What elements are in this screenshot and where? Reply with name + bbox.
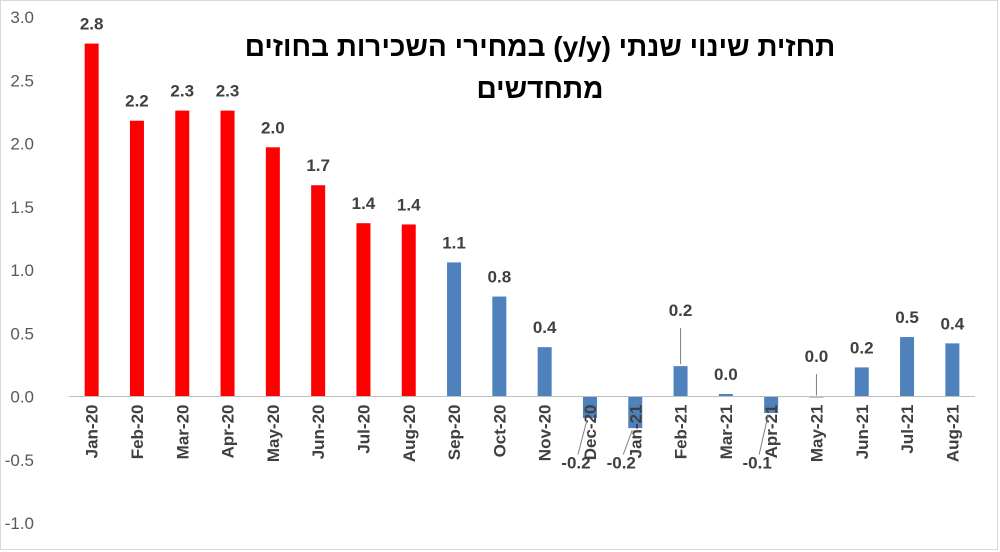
- bar: [220, 110, 235, 397]
- data-label: -0.2: [607, 454, 636, 473]
- bar: [401, 224, 416, 397]
- y-tick-label: -1.0: [5, 514, 34, 533]
- x-tick-label: Apr-21: [762, 405, 781, 459]
- data-label: 2.2: [125, 92, 149, 111]
- y-tick-label: 3.0: [10, 8, 34, 27]
- y-tick-label: 0.5: [10, 324, 34, 343]
- data-label: 0.4: [533, 318, 557, 337]
- x-tick-label: Sep-20: [445, 405, 464, 461]
- data-label: 1.7: [306, 156, 330, 175]
- data-label: 2.8: [80, 15, 104, 34]
- y-tick-label: 2.5: [10, 71, 34, 90]
- x-tick-label: Nov-20: [536, 405, 555, 462]
- bar: [945, 343, 960, 397]
- x-tick-label: May-20: [264, 405, 283, 463]
- data-label: 1.4: [352, 194, 376, 213]
- data-label: 1.1: [442, 233, 466, 252]
- data-label: 1.4: [397, 195, 421, 214]
- y-tick-label: 0.0: [10, 388, 34, 407]
- data-label: 0.4: [941, 314, 965, 333]
- data-label: 0.5: [895, 308, 919, 327]
- bar: [129, 120, 144, 397]
- x-tick-label: May-21: [807, 405, 826, 463]
- x-tick-label: Dec-20: [581, 405, 600, 461]
- data-label: 2.3: [170, 82, 194, 101]
- data-label-leader: [758, 414, 769, 455]
- data-label: 0.8: [488, 268, 512, 287]
- data-label: 2.0: [261, 118, 285, 137]
- bar: [447, 262, 462, 397]
- bar: [628, 396, 643, 429]
- data-label: -0.1: [743, 454, 772, 473]
- x-tick-label: Aug-20: [400, 405, 419, 463]
- data-label: 0.0: [805, 347, 829, 366]
- y-tick-label: -0.5: [5, 451, 34, 470]
- data-label: 0.0: [714, 365, 738, 384]
- x-tick-label: Oct-20: [490, 404, 509, 457]
- bar: [356, 223, 371, 397]
- data-label-leader: [622, 429, 633, 455]
- bar: [854, 367, 869, 397]
- x-tick-label: Jul-21: [898, 405, 917, 454]
- data-label-leader: [577, 419, 588, 455]
- y-tick-label: 1.0: [10, 261, 34, 280]
- x-tick-label: Feb-21: [672, 405, 691, 460]
- x-tick-label: Jul-20: [354, 405, 373, 454]
- bar: [900, 337, 915, 397]
- bar: [764, 396, 779, 413]
- data-label: 2.3: [216, 82, 240, 101]
- bar: [537, 347, 552, 397]
- x-tick-label: Mar-20: [173, 405, 192, 460]
- x-tick-label: Jan-20: [83, 405, 102, 459]
- x-tick-label: Aug-21: [943, 405, 962, 463]
- x-tick-label: Jan-21: [626, 405, 645, 459]
- bar: [718, 393, 733, 397]
- x-tick-label: Feb-20: [128, 405, 147, 460]
- bar: [673, 366, 688, 397]
- data-label: 0.2: [669, 301, 693, 320]
- y-tick-label: 2.0: [10, 135, 34, 154]
- x-tick-label: Jun-20: [309, 405, 328, 460]
- y-tick-label: 1.5: [10, 198, 34, 217]
- bar: [311, 185, 326, 397]
- bar: [265, 147, 280, 397]
- chart-title: תחזית שינוי שנתי (y/y) במחירי השכירות בח…: [244, 31, 836, 104]
- x-tick-label: Mar-21: [717, 405, 736, 460]
- bar: [175, 110, 190, 397]
- bar: [492, 296, 507, 397]
- x-tick-label: Jun-21: [853, 405, 872, 460]
- data-label: 0.2: [850, 338, 874, 357]
- x-tick-label: Apr-20: [219, 405, 238, 459]
- data-label: -0.2: [561, 454, 590, 473]
- bar: [582, 396, 597, 419]
- bar: [84, 43, 99, 397]
